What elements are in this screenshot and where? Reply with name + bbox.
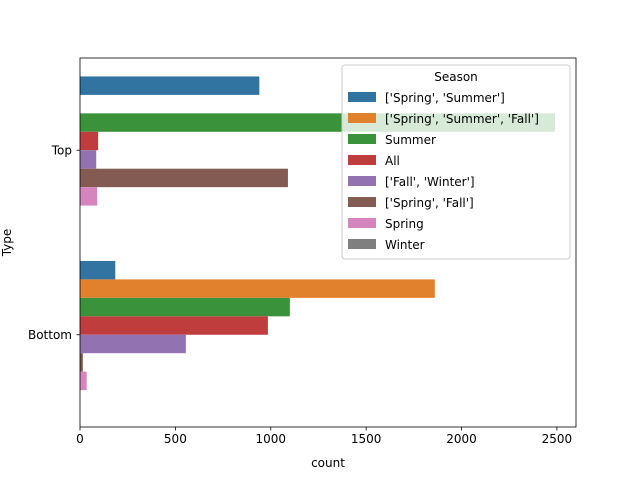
bar-bottom-series-4	[80, 334, 186, 354]
bar-bottom-series-1	[80, 279, 435, 298]
y-tick-label-bottom: Bottom	[28, 328, 72, 342]
x-tick-label: 2500	[542, 432, 573, 446]
legend-label: ['Spring', 'Fall']	[385, 196, 474, 210]
bars-layer	[80, 76, 556, 391]
plot-frame	[79, 57, 577, 428]
x-tick-label: 0	[76, 432, 84, 446]
legend-title: Season	[434, 70, 478, 84]
legend-swatch	[348, 239, 376, 249]
bar-top-series-4	[80, 150, 97, 169]
legend-swatch	[348, 176, 376, 186]
bar-top-series-0	[80, 76, 260, 95]
bar-top-series-5	[80, 168, 288, 188]
legend-swatch	[348, 92, 376, 102]
y-axis-ticks: Top Bottom	[28, 143, 80, 342]
y-axis-label: Type	[0, 229, 14, 258]
legend-swatch	[348, 134, 376, 144]
legend-label: Summer	[385, 133, 436, 147]
x-tick-label: 1500	[351, 432, 382, 446]
bar-top-series-6	[80, 187, 98, 206]
legend-swatch	[348, 218, 376, 228]
legend-label: ['Spring', 'Summer']	[385, 91, 505, 105]
axes-layer	[79, 57, 577, 428]
bar-bottom-series-0	[80, 260, 116, 280]
legend-swatch	[348, 155, 376, 165]
x-axis-ticks: 0 500 1000 1500 2000 2500	[76, 427, 572, 446]
legend-label: ['Fall', 'Winter']	[385, 175, 475, 189]
legend-box	[341, 64, 571, 260]
bar-top-series-3	[80, 131, 99, 151]
bar-bottom-series-3	[80, 316, 268, 335]
x-tick-label: 500	[164, 432, 187, 446]
legend-label: Winter	[385, 238, 425, 252]
x-tick-label: 1000	[255, 432, 286, 446]
legend-swatch	[348, 113, 376, 123]
bar-bottom-series-2	[80, 297, 290, 317]
legend-label: ['Spring', 'Summer', 'Fall']	[385, 112, 539, 126]
bar-bottom-series-5	[80, 353, 83, 372]
x-axis-label: count	[311, 456, 345, 470]
y-tick-label-top: Top	[51, 143, 72, 157]
legend-label: Spring	[385, 217, 424, 231]
x-tick-label: 2000	[446, 432, 477, 446]
legend: Season ['Spring', 'Summer']['Spring', 'S…	[341, 64, 571, 260]
legend-label: All	[385, 154, 400, 168]
legend-items: ['Spring', 'Summer'] ['Spring', 'Summer',…	[348, 91, 539, 252]
legend-swatch	[348, 197, 376, 207]
bar-bottom-series-6	[80, 371, 87, 391]
